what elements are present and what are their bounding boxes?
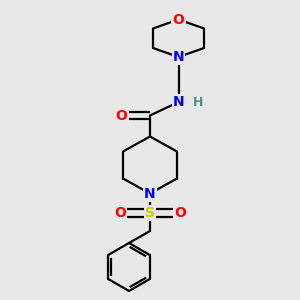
Text: O: O (174, 206, 186, 220)
Text: N: N (144, 187, 156, 200)
Text: N: N (173, 50, 184, 64)
Text: O: O (116, 109, 128, 122)
Text: O: O (172, 13, 184, 26)
Text: S: S (145, 206, 155, 220)
Text: N: N (173, 95, 184, 109)
Text: O: O (114, 206, 126, 220)
Text: H: H (193, 95, 203, 109)
